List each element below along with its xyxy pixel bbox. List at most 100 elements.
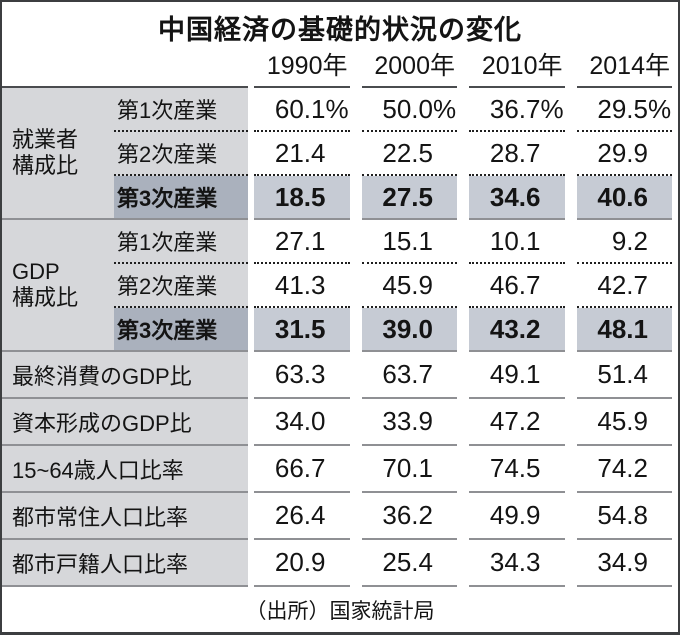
value: 34.9: [597, 547, 648, 577]
data-cell: 29.9: [576, 132, 672, 176]
value: 29.9: [597, 137, 648, 168]
value: 46.7: [489, 269, 541, 300]
value: 74.5: [489, 453, 541, 483]
value: 33.9: [382, 406, 433, 436]
data-cell: 60.1%: [254, 88, 350, 132]
value: 51.4: [597, 359, 648, 389]
data-cell: 49.9: [469, 493, 565, 540]
value: 26.4: [274, 500, 326, 530]
row-label: 資本形成のGDP比: [2, 399, 248, 446]
row-working-age-population: 15~64歳人口比率 66.7 70.1 74.5 74.2: [2, 446, 678, 493]
value: 66.7: [274, 453, 326, 483]
highlighted-data-cell: 18.5: [254, 176, 350, 220]
highlighted-data-cell: 40.6: [576, 176, 672, 220]
row-urban-resident-population: 都市常住人口比率 26.4 36.2 49.9 54.8: [2, 493, 678, 540]
data-cell: 66.7: [254, 446, 350, 493]
data-cell: 34.9: [576, 540, 672, 587]
value: 39.0: [382, 313, 433, 344]
data-cell: 51.4: [576, 352, 672, 399]
column-header-2014: 2014年: [576, 46, 672, 88]
highlighted-data-cell: 34.6: [469, 176, 565, 220]
value: 63.7: [382, 359, 433, 389]
value: 42.7: [597, 269, 648, 300]
value: 40.6: [597, 181, 648, 212]
data-cell: 21.4: [254, 132, 350, 176]
data-cell: 63.3: [254, 352, 350, 399]
value: 60.1: [274, 93, 326, 124]
data-cell: 47.2: [469, 399, 565, 446]
value: 49.9: [489, 500, 541, 530]
data-cell: 25.4: [361, 540, 457, 587]
row-label-secondary-industry: 第2次産業: [114, 264, 248, 308]
data-cell: 46.7: [469, 264, 565, 308]
data-cell: 22.5: [361, 132, 457, 176]
value: 20.9: [274, 547, 326, 577]
chart-title: 中国経済の基礎的状況の変化: [158, 14, 522, 45]
value: 10.1: [489, 225, 541, 256]
value: 74.2: [597, 453, 648, 483]
value: 34.0: [274, 406, 326, 436]
column-header-2010: 2010年: [469, 46, 565, 88]
highlighted-data-cell: 39.0: [361, 308, 457, 352]
data-cell: 33.9: [361, 399, 457, 446]
value: 31.5: [274, 313, 326, 344]
value: 29.5: [597, 93, 648, 124]
data-cell: 49.1: [469, 352, 565, 399]
gdp-composition-group: GDP 構成比 第1次産業 27.1 15.1 10.1 9.2 第2次産業 4…: [2, 220, 678, 352]
group-label-employment: 就業者 構成比: [2, 88, 114, 220]
source-note: （出所）国家統計局: [245, 599, 435, 623]
value: 54.8: [597, 500, 648, 530]
employment-composition-group: 就業者 構成比 第1次産業 60.1% 50.0% 36.7% 29.5% 第2…: [2, 88, 678, 220]
row-label: 最終消費のGDP比: [2, 352, 248, 399]
data-cell: 50.0%: [361, 88, 457, 132]
row-label-primary-industry: 第1次産業: [114, 88, 248, 132]
column-header-2000: 2000年: [361, 46, 457, 88]
data-cell: 26.4: [254, 493, 350, 540]
highlighted-data-cell: 48.1: [576, 308, 672, 352]
value: 47.2: [489, 406, 541, 436]
highlighted-data-cell: 31.5: [254, 308, 350, 352]
row-label: 都市常住人口比率: [2, 493, 248, 540]
data-cell: 41.3: [254, 264, 350, 308]
data-cell: 45.9: [361, 264, 457, 308]
value: 45.9: [382, 269, 433, 300]
group-label-gdp: GDP 構成比: [2, 220, 114, 352]
row-label-primary-industry: 第1次産業: [114, 220, 248, 264]
year-header-row: 1990年 2000年 2010年 2014年: [2, 46, 678, 88]
value: 9.2: [611, 225, 648, 256]
data-cell: 27.1: [254, 220, 350, 264]
value: 22.5: [382, 137, 433, 168]
value: 45.9: [597, 406, 648, 436]
row-capital-formation: 資本形成のGDP比 34.0 33.9 47.2 45.9: [2, 399, 678, 446]
row-label-tertiary-industry: 第3次産業: [114, 176, 248, 220]
value: 70.1: [382, 453, 433, 483]
value: 48.1: [597, 313, 648, 344]
value: 34.3: [489, 547, 541, 577]
highlighted-data-cell: 27.5: [361, 176, 457, 220]
data-cell: 15.1: [361, 220, 457, 264]
data-cell: 34.0: [254, 399, 350, 446]
data-cell: 42.7: [576, 264, 672, 308]
value: 15.1: [382, 225, 433, 256]
value: 18.5: [274, 181, 326, 212]
column-header-1990: 1990年: [254, 46, 350, 88]
data-cell: 54.8: [576, 493, 672, 540]
value: 25.4: [382, 547, 433, 577]
row-final-consumption: 最終消費のGDP比 63.3 63.7 49.1 51.4: [2, 352, 678, 399]
data-cell: 63.7: [361, 352, 457, 399]
row-label: 15~64歳人口比率: [2, 446, 248, 493]
header-spacer: [2, 46, 248, 88]
row-label: 都市戸籍人口比率: [2, 540, 248, 587]
highlighted-data-cell: 43.2: [469, 308, 565, 352]
data-cell: 36.2: [361, 493, 457, 540]
value: 27.1: [274, 225, 326, 256]
value: 21.4: [274, 137, 326, 168]
data-cell: 9.2: [576, 220, 672, 264]
data-cell: 74.2: [576, 446, 672, 493]
row-urban-hukou-population: 都市戸籍人口比率 20.9 25.4 34.3 34.9: [2, 540, 678, 587]
data-cell: 70.1: [361, 446, 457, 493]
data-cell: 20.9: [254, 540, 350, 587]
data-cell: 74.5: [469, 446, 565, 493]
value: 43.2: [489, 313, 541, 344]
